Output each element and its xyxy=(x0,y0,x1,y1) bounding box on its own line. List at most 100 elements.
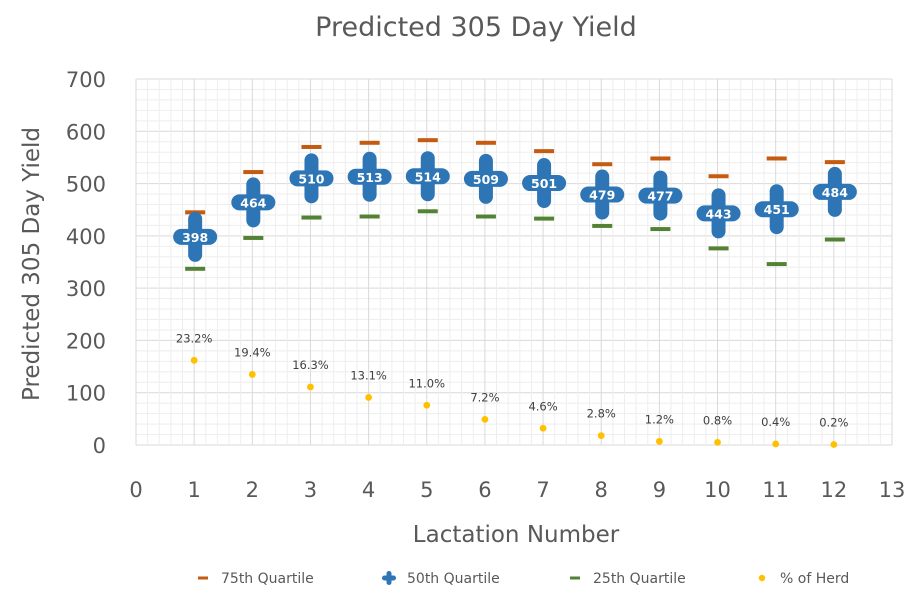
x-tick-label: 3 xyxy=(304,478,317,502)
q75-marker xyxy=(301,144,322,149)
herd-data-label: 16.3% xyxy=(292,358,329,372)
herd-data-label: 0.8% xyxy=(703,413,732,427)
q50-marker xyxy=(173,211,218,262)
q50-plus-horizontal xyxy=(231,194,276,211)
herd-data-label: 1.2% xyxy=(645,412,674,426)
y-tick-label: 0 xyxy=(93,434,106,458)
x-tick-label: 13 xyxy=(879,478,906,502)
q25-marker xyxy=(592,223,613,228)
x-tick-label: 8 xyxy=(595,478,608,502)
x-tick-label: 10 xyxy=(704,478,731,502)
q50-marker xyxy=(580,169,625,220)
q25-marker xyxy=(243,235,264,240)
x-tick-label: 7 xyxy=(536,478,549,502)
q50-plus-horizontal xyxy=(289,170,334,187)
herd-data-label: 0.4% xyxy=(761,415,790,429)
legend-swatch xyxy=(758,574,766,582)
q50-plus-horizontal xyxy=(405,168,450,185)
legend-item-50th: 50th Quartile xyxy=(382,571,500,587)
legend-item-25th: 25th Quartile xyxy=(570,571,686,587)
x-tick-label: 1 xyxy=(187,478,200,502)
herd-point xyxy=(423,401,431,409)
q50-plus-horizontal xyxy=(522,175,567,192)
herd-point xyxy=(714,438,721,446)
q25-marker xyxy=(534,216,555,221)
q50-data-label: 510 xyxy=(298,171,324,186)
y-tick-label: 200 xyxy=(66,329,106,353)
q75-marker xyxy=(243,170,264,175)
q50-marker xyxy=(754,184,799,235)
q75-marker xyxy=(417,138,438,143)
herd-data-label: 2.8% xyxy=(587,407,616,421)
plot-grid xyxy=(135,78,893,446)
legend-item-75th: 75th Quartile xyxy=(198,571,314,587)
x-tick-label: 12 xyxy=(820,478,847,502)
x-tick-label: 11 xyxy=(762,478,789,502)
q50-data-label: 479 xyxy=(589,188,615,203)
legend-swatch xyxy=(198,576,208,580)
q50-plus-horizontal xyxy=(812,183,857,200)
q50-marker xyxy=(812,166,857,217)
q50-marker xyxy=(231,177,276,228)
herd-data-label: 13.1% xyxy=(350,368,387,382)
q75-marker xyxy=(650,156,671,161)
chart-title: Predicted 305 Day Yield xyxy=(315,12,637,43)
y-axis-title: Predicted 305 Day Yield xyxy=(19,127,45,401)
herd-point xyxy=(307,383,314,391)
q50-plus-horizontal xyxy=(463,170,508,187)
y-tick-label: 600 xyxy=(66,120,106,144)
q50-plus-horizontal xyxy=(754,201,799,218)
q25-marker xyxy=(650,227,671,232)
herd-point xyxy=(248,371,256,378)
q75-marker xyxy=(824,160,845,165)
y-axis-ticks: 0 100 200 300 400 500 600 700 xyxy=(66,68,106,458)
q75-marker xyxy=(534,149,555,154)
herd-point xyxy=(597,432,605,439)
q50-data-label: 398 xyxy=(182,230,208,245)
legend-swatch xyxy=(382,575,396,581)
herd-point xyxy=(190,356,198,364)
legend-label: 25th Quartile xyxy=(593,571,686,587)
herd-data-label: 7.2% xyxy=(470,390,499,404)
q25-marker xyxy=(417,209,438,214)
legend-swatch xyxy=(570,576,580,580)
herd-point xyxy=(365,394,373,401)
q50-data-label: 451 xyxy=(764,202,790,217)
q50-marker xyxy=(289,153,334,204)
q75-marker xyxy=(359,140,380,145)
y-tick-label: 400 xyxy=(66,225,106,249)
q50-data-label: 464 xyxy=(240,195,266,210)
herd-point xyxy=(539,424,547,432)
q75-marker xyxy=(592,162,613,167)
q25-marker xyxy=(185,266,206,271)
q75-marker xyxy=(475,140,496,145)
x-axis-ticks: 0 1 2 3 4 5 6 7 8 9 10 11 12 13 xyxy=(129,478,905,502)
chart-marks: 398 464 510 513 514 509 501 479 477 443 451 484 23.2… xyxy=(173,138,857,448)
q50-data-label: 513 xyxy=(357,170,383,185)
legend-item-herd: % of Herd xyxy=(758,571,849,587)
q50-marker xyxy=(696,188,741,239)
herd-data-label: 0.2% xyxy=(819,415,848,429)
herd-point xyxy=(481,415,489,423)
x-tick-label: 9 xyxy=(653,478,666,502)
q25-marker xyxy=(824,237,845,242)
q50-marker xyxy=(347,151,392,202)
herd-data-label: 23.2% xyxy=(176,331,213,345)
y-tick-label: 700 xyxy=(66,68,106,92)
q50-plus-horizontal xyxy=(696,205,741,222)
q50-marker xyxy=(463,153,508,204)
q25-marker xyxy=(301,215,322,220)
herd-data-label: 19.4% xyxy=(234,345,271,359)
x-tick-label: 0 xyxy=(129,478,142,502)
q50-data-label: 484 xyxy=(822,185,848,200)
q25-marker xyxy=(359,214,380,219)
legend-label: 50th Quartile xyxy=(407,571,500,587)
q50-data-label: 514 xyxy=(415,169,441,184)
x-axis-title: Lactation Number xyxy=(413,522,620,548)
q75-marker xyxy=(766,156,787,161)
legend-label: 75th Quartile xyxy=(221,571,314,587)
x-tick-label: 6 xyxy=(478,478,491,502)
q25-marker xyxy=(766,262,787,267)
x-tick-label: 5 xyxy=(420,478,433,502)
